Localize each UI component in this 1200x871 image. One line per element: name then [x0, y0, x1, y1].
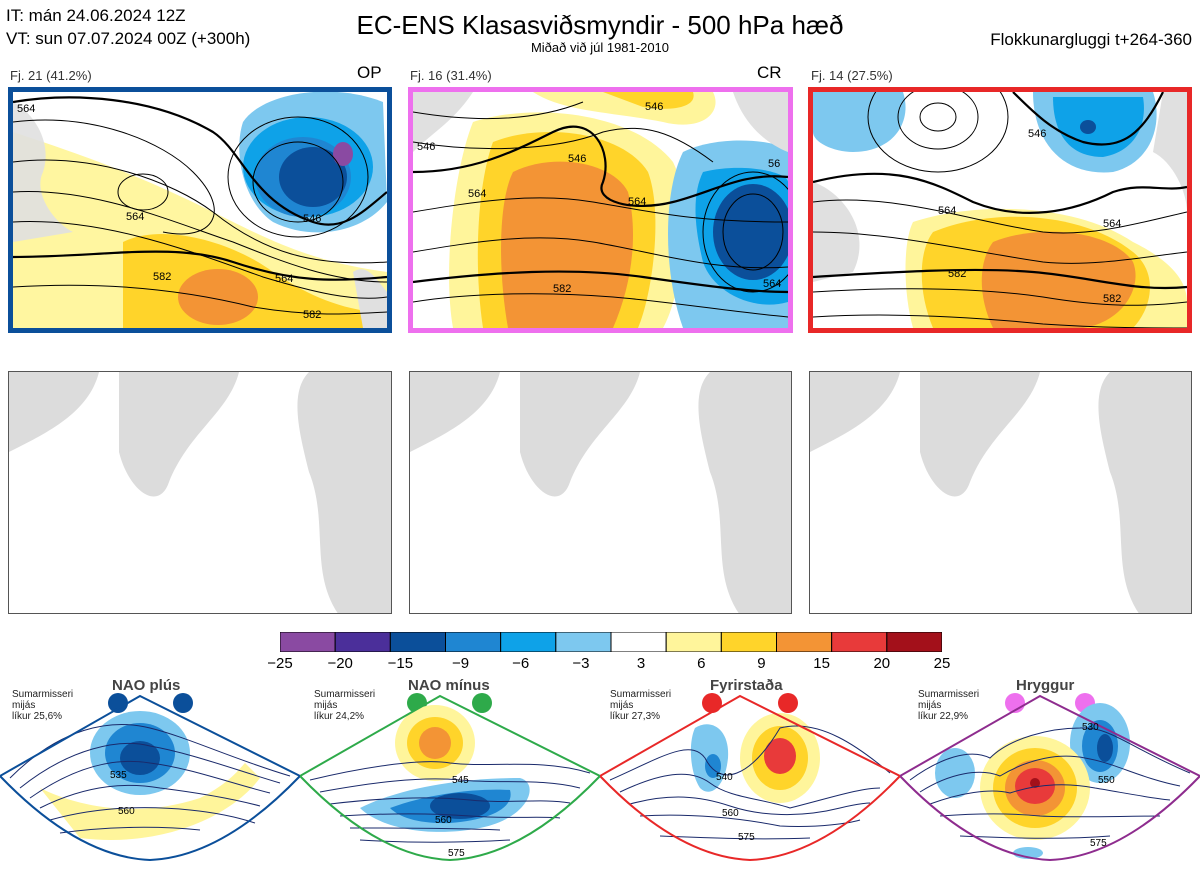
contour-label: 546	[417, 141, 435, 153]
colorbar-tick-label: 25	[933, 655, 951, 672]
colorbar-segment	[555, 632, 612, 652]
colorbar-tick-label: −15	[387, 655, 414, 672]
initial-time: IT: mán 24.06.2024 12Z	[6, 6, 186, 25]
colorbar-segment	[831, 632, 888, 652]
contour-label: 530	[1082, 722, 1099, 733]
regime-3-note: Sumarmisseri mijás líkur 27,3%	[610, 689, 672, 722]
contour-label: 560	[435, 815, 452, 826]
regime-2-dot	[472, 693, 492, 713]
regime-1-dot	[108, 693, 128, 713]
regime-3-dot	[702, 693, 722, 713]
valid-time: VT: sun 07.07.2024 00Z (+300h)	[6, 29, 251, 48]
contour-label: 546	[1028, 128, 1046, 140]
colorbar-tick-label: 20	[873, 655, 891, 672]
cluster-1-tag: OP	[357, 63, 382, 82]
contour-label: 575	[738, 832, 755, 843]
colorbar-tick-label: 15	[813, 655, 830, 672]
contour-label: 540	[716, 772, 733, 783]
contour-label: 575	[448, 848, 465, 859]
regime-4-title: Hryggur	[1016, 677, 1075, 694]
contour-label: 546	[645, 101, 663, 113]
colorbar-tick-label: 3	[636, 655, 646, 672]
regime-3-dot	[778, 693, 798, 713]
contour-label: 560	[722, 808, 739, 819]
colorbar	[280, 632, 942, 652]
colorbar-tick-label: −3	[572, 655, 590, 672]
contour-label: 564	[628, 196, 646, 208]
contour-label: 564	[468, 188, 486, 200]
colorbar-segment	[445, 632, 502, 652]
colorbar-segment	[665, 632, 722, 652]
colorbar-segment	[500, 632, 557, 652]
contour-label: 564	[126, 211, 144, 223]
contour-label: 564	[17, 103, 35, 115]
page-subtitle: Miðað við júl 1981-2010	[530, 40, 670, 55]
regime-3-map: 540 560 575	[600, 693, 900, 862]
cluster-2-label: Fj. 16 (31.4%)	[410, 68, 492, 83]
header-info: IT: mán 24.06.2024 12Z VT: sun 07.07.202…	[6, 4, 250, 50]
cluster-window: Flokkunargluggi t+264-360	[990, 30, 1192, 49]
contour-label: 575	[1090, 838, 1107, 849]
colorbar-segment	[334, 632, 391, 652]
colorbar-tick-label: −25	[267, 655, 293, 672]
colorbar-segment	[776, 632, 833, 652]
regime-3-title: Fyrirstaða	[710, 677, 783, 694]
regime-1-dot	[173, 693, 193, 713]
contour-label: 550	[1098, 775, 1115, 786]
empty-map-panel-1	[8, 371, 392, 614]
colorbar-tick-label: −6	[512, 655, 530, 672]
contour-label: 582	[153, 271, 171, 283]
cluster-1-label: Fj. 21 (41.2%)	[10, 68, 92, 83]
contour-label: 546	[303, 213, 321, 225]
regime-4-note: Sumarmisseri mijás líkur 22,9%	[918, 689, 980, 722]
contour-label: 564	[763, 278, 781, 290]
contour-label: 545	[452, 775, 469, 786]
colorbar-segment	[886, 632, 942, 652]
colorbar-tick-label: −20	[327, 655, 353, 672]
contour-label: 564	[938, 205, 956, 217]
colorbar-segment	[280, 632, 336, 652]
colorbar-tick-label: 9	[757, 655, 766, 672]
contour-label: 546	[568, 153, 586, 165]
contour-label: 582	[553, 283, 571, 295]
regime-2-map: 545 560 575	[300, 693, 600, 862]
colorbar-tick-label: −9	[451, 655, 470, 672]
empty-map-panel-3	[809, 371, 1192, 614]
regime-2-note: Sumarmisseri mijás líkur 24,2%	[314, 689, 376, 722]
regime-4-map: 530 550 575	[900, 693, 1200, 862]
cluster-2-tag: CR	[757, 63, 782, 82]
cluster-3-map: 546 564 564 582 582	[808, 87, 1192, 333]
colorbar-segment	[389, 632, 447, 652]
colorbar-segment	[610, 632, 667, 652]
contour-label: 564	[275, 273, 293, 285]
contour-label: 560	[118, 806, 135, 817]
contour-label: 582	[303, 309, 321, 321]
cluster-3-label: Fj. 14 (27.5%)	[811, 68, 893, 83]
contour-label: 582	[1103, 293, 1121, 305]
contour-label: 564	[1103, 218, 1121, 230]
page-title: EC-ENS Klasasviðsmyndir - 500 hPa hæð	[356, 10, 844, 40]
regime-1-map: 535 560	[0, 693, 300, 862]
contour-label: 535	[110, 770, 127, 781]
regime-2-title: NAO mínus	[408, 677, 490, 694]
empty-map-panel-2	[409, 371, 792, 614]
contour-label: 582	[948, 268, 966, 280]
regime-1-note: Sumarmisseri mijás líkur 25,6%	[12, 689, 74, 722]
contour-label: 56	[768, 158, 780, 170]
colorbar-tick-label: 6	[697, 655, 706, 672]
colorbar-segment	[720, 632, 778, 652]
cluster-1-map: 564 546 564 582 564 582	[8, 87, 392, 333]
cluster-2-map: 546 546 564 546 564 564 582 56	[408, 87, 793, 333]
regime-1-title: NAO plús	[112, 677, 181, 694]
